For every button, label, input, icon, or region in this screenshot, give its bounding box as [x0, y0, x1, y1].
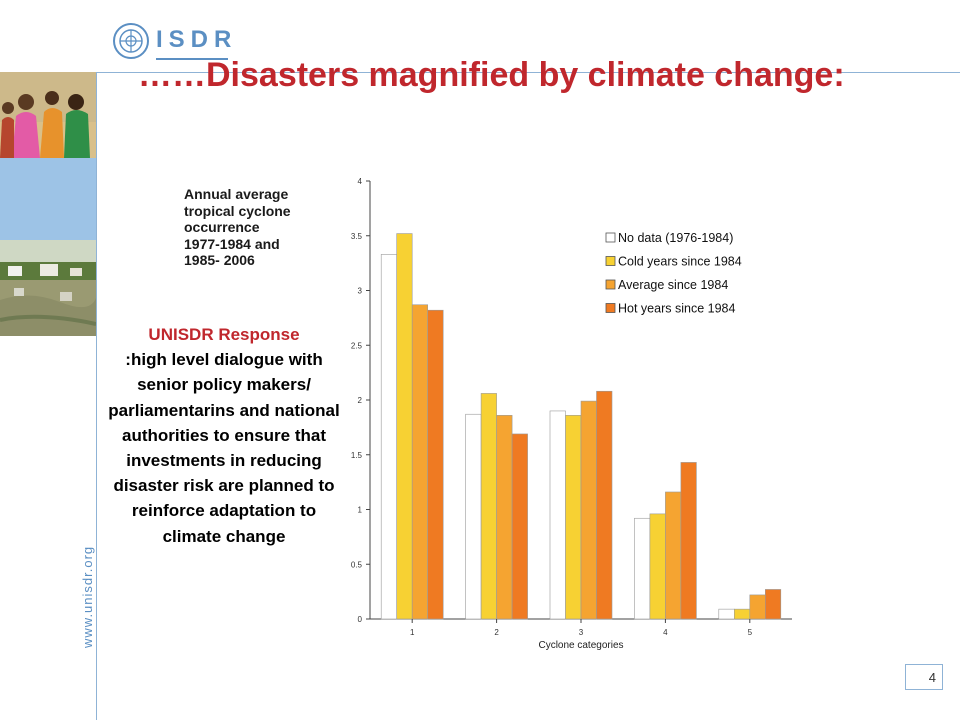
bar: [565, 415, 582, 620]
legend-label: Hot years since 1984: [618, 302, 735, 316]
page-number: 4: [905, 664, 943, 690]
bar: [496, 415, 513, 620]
y-tick-label: 2.5: [351, 341, 363, 350]
bar: [465, 413, 482, 620]
header-divider: [96, 72, 960, 73]
x-tick-label: 4: [663, 628, 668, 637]
legend-swatch: [605, 279, 616, 290]
bar: [596, 390, 613, 620]
bar: [764, 589, 782, 620]
y-tick-label: 1.5: [351, 451, 363, 460]
bar: [665, 491, 682, 620]
bar: [718, 608, 735, 620]
y-tick-label: 0.5: [351, 560, 363, 569]
bar: [680, 462, 697, 620]
response-title: UNISDR Response: [148, 325, 300, 344]
caption-line: tropical cyclone: [184, 202, 291, 219]
caption-line: 1977-1984 and: [184, 235, 280, 252]
legend-swatch: [605, 232, 616, 243]
caption-line: 1985- 2006: [184, 252, 255, 268]
logo-underline: [156, 58, 228, 60]
bar: [649, 513, 666, 620]
legend-label: Average since 1984: [618, 278, 728, 292]
bar: [733, 608, 751, 620]
response-block: UNISDR Response :high level dialogue wit…: [108, 322, 340, 549]
left-decor-strip: [0, 72, 97, 720]
chart-caption: Annual average tropical cyclone occurren…: [184, 186, 334, 269]
y-tick-label: 3: [358, 287, 363, 296]
legend-label: Cold years since 1984: [618, 255, 742, 269]
website-url: www.unisdr.org: [80, 545, 95, 648]
bar: [634, 517, 651, 620]
isdr-logo: ISDR: [112, 22, 232, 62]
bar: [411, 304, 428, 620]
y-tick-label: 1: [358, 506, 363, 515]
y-tick-label: 3.5: [351, 232, 363, 241]
x-tick-label: 1: [410, 628, 415, 637]
bar: [580, 400, 597, 620]
y-tick-label: 0: [358, 615, 363, 624]
response-body: :high level dialogue with senior policy …: [108, 350, 340, 546]
logo-text: ISDR: [156, 26, 238, 53]
legend-label: No data (1976-1984): [618, 231, 733, 245]
caption-line: occurrence: [184, 219, 260, 235]
cyclone-bar-chart: 0 0.5 1 1.5 2 2.5 3 3.5 4 1 2 3 4 5 Cyclone categories…: [351, 177, 792, 651]
photo-children: [0, 72, 96, 158]
bar: [511, 433, 528, 620]
legend-swatch: [605, 303, 616, 313]
legend-swatch: [605, 256, 616, 266]
bar: [396, 233, 413, 620]
y-tick-label: 2: [358, 396, 363, 405]
blue-band: [0, 158, 96, 240]
bar: [549, 410, 566, 620]
bar: [380, 254, 398, 620]
caption-line: Annual average: [184, 186, 289, 202]
photo-flood: [0, 240, 96, 336]
x-tick-label: 3: [579, 628, 584, 637]
x-tick-label: 2: [494, 628, 499, 637]
bar: [749, 594, 766, 620]
bar: [427, 309, 444, 620]
bar: [480, 393, 497, 620]
x-tick-label: 5: [748, 628, 753, 637]
y-tick-label: 4: [358, 177, 363, 186]
page-title: ……Disasters magnified by climate change:: [138, 56, 845, 94]
x-axis-label: Cyclone categories: [538, 640, 623, 651]
un-emblem-icon: [113, 23, 149, 59]
